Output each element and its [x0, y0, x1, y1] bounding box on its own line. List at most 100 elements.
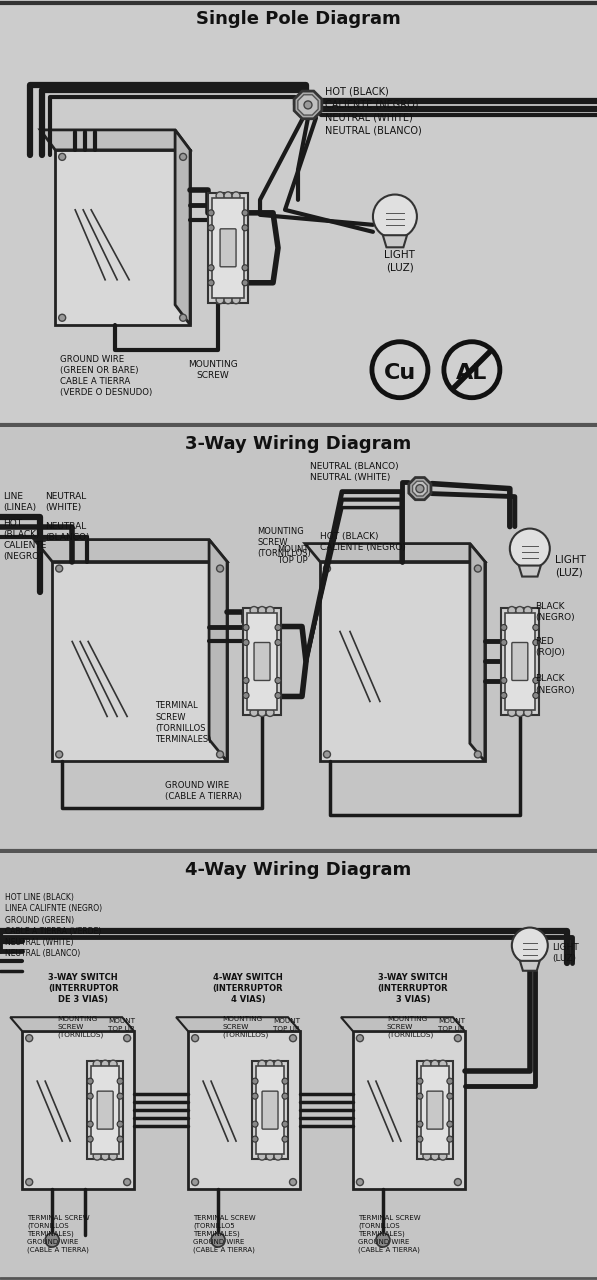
- Circle shape: [501, 640, 507, 645]
- Circle shape: [290, 1179, 297, 1185]
- Circle shape: [508, 708, 516, 717]
- Circle shape: [180, 315, 187, 321]
- Circle shape: [417, 1093, 423, 1100]
- Circle shape: [533, 692, 539, 699]
- Circle shape: [447, 1121, 453, 1128]
- Circle shape: [208, 210, 214, 216]
- Circle shape: [501, 677, 507, 684]
- Text: 4-Way Wiring Diagram: 4-Way Wiring Diagram: [186, 861, 411, 879]
- Circle shape: [501, 692, 507, 699]
- Circle shape: [373, 195, 417, 238]
- FancyBboxPatch shape: [97, 1091, 113, 1129]
- Circle shape: [290, 1034, 297, 1042]
- Circle shape: [524, 607, 532, 614]
- Circle shape: [243, 625, 249, 631]
- Circle shape: [275, 692, 281, 699]
- Polygon shape: [34, 540, 227, 562]
- Text: MOUNT
TOP UP: MOUNT TOP UP: [277, 544, 309, 564]
- Circle shape: [258, 708, 266, 717]
- Circle shape: [416, 485, 424, 493]
- Circle shape: [282, 1137, 288, 1142]
- Circle shape: [216, 192, 224, 200]
- Text: BLACK
(NEGRO): BLACK (NEGRO): [535, 675, 574, 695]
- FancyBboxPatch shape: [208, 193, 248, 303]
- Circle shape: [447, 1078, 453, 1084]
- Polygon shape: [383, 236, 407, 247]
- Text: HOT (BLACK)
CALIENTE (NEGRO): HOT (BLACK) CALIENTE (NEGRO): [325, 87, 418, 109]
- Text: BLACK
(NEGRO): BLACK (NEGRO): [535, 602, 574, 622]
- Circle shape: [217, 751, 223, 758]
- FancyBboxPatch shape: [247, 613, 277, 710]
- Text: HOT (BLACK)
CALIENTE (NEGRO): HOT (BLACK) CALIENTE (NEGRO): [320, 531, 406, 552]
- Circle shape: [447, 1137, 453, 1142]
- Text: LIGHT
(LUZ): LIGHT (LUZ): [552, 943, 578, 964]
- Circle shape: [447, 1093, 453, 1100]
- Text: GROUND WIRE
(GREEN OR BARE)
CABLE A TIERRA
(VERDE O DESNUDO): GROUND WIRE (GREEN OR BARE) CABLE A TIER…: [60, 355, 152, 397]
- Text: NEUTRAL (BLANCO)
NEUTRAL (WHITE): NEUTRAL (BLANCO) NEUTRAL (WHITE): [310, 462, 399, 481]
- Text: MOUNT
TOP UP: MOUNT TOP UP: [273, 1018, 300, 1032]
- Circle shape: [232, 192, 240, 200]
- Circle shape: [275, 625, 281, 631]
- Text: MOUNTING
SCREW
(TORNILLOS): MOUNTING SCREW (TORNILLOS): [387, 1016, 433, 1038]
- Polygon shape: [294, 91, 322, 119]
- Circle shape: [243, 640, 249, 645]
- Circle shape: [124, 1034, 131, 1042]
- Circle shape: [533, 625, 539, 631]
- Circle shape: [117, 1137, 123, 1142]
- FancyBboxPatch shape: [91, 1066, 119, 1155]
- Text: NEUTRAL
(WHITE): NEUTRAL (WHITE): [45, 492, 87, 512]
- Text: LINE
(LINEA): LINE (LINEA): [3, 492, 36, 512]
- Circle shape: [117, 1093, 123, 1100]
- Polygon shape: [40, 129, 190, 150]
- Text: TERMINAL
SCREW
(TORNILLOS
TERMINALES): TERMINAL SCREW (TORNILLOS TERMINALES): [155, 701, 211, 744]
- Polygon shape: [409, 477, 431, 499]
- Circle shape: [516, 708, 524, 717]
- Text: MOUNTING
SCREW: MOUNTING SCREW: [188, 360, 238, 380]
- Circle shape: [376, 1233, 390, 1247]
- Circle shape: [439, 1152, 447, 1160]
- Circle shape: [242, 210, 248, 216]
- FancyBboxPatch shape: [501, 608, 539, 716]
- Polygon shape: [305, 544, 485, 562]
- Text: NEUTRAL
(BLANCO): NEUTRAL (BLANCO): [45, 521, 90, 541]
- Circle shape: [211, 1233, 225, 1247]
- Circle shape: [516, 607, 524, 614]
- Text: MOUNTING
SCREW
(TORNILLOS): MOUNTING SCREW (TORNILLOS): [222, 1016, 268, 1038]
- Circle shape: [192, 1034, 199, 1042]
- Circle shape: [117, 1121, 123, 1128]
- Circle shape: [93, 1152, 101, 1160]
- Circle shape: [101, 1152, 109, 1160]
- Circle shape: [266, 1152, 274, 1160]
- Circle shape: [501, 625, 507, 631]
- Circle shape: [252, 1137, 258, 1142]
- Circle shape: [274, 1152, 282, 1160]
- Circle shape: [304, 101, 312, 109]
- Polygon shape: [175, 129, 190, 325]
- FancyBboxPatch shape: [262, 1091, 278, 1129]
- Circle shape: [324, 751, 331, 758]
- Circle shape: [533, 677, 539, 684]
- Text: Single Pole Diagram: Single Pole Diagram: [196, 10, 401, 28]
- Circle shape: [208, 265, 214, 271]
- Circle shape: [282, 1093, 288, 1100]
- Circle shape: [250, 708, 258, 717]
- Polygon shape: [413, 481, 427, 497]
- Text: Cu: Cu: [384, 362, 416, 383]
- Polygon shape: [341, 1018, 465, 1032]
- Circle shape: [324, 564, 331, 572]
- Circle shape: [242, 265, 248, 271]
- Circle shape: [431, 1060, 439, 1069]
- Circle shape: [454, 1034, 461, 1042]
- Bar: [188, 1032, 300, 1189]
- Circle shape: [232, 296, 240, 303]
- Text: HOT LINE (BLACK)
LINEA CALIFNTE (NEGRO)
GROUND (GREEN)
CABLE A TIERRA (VERDE)
NE: HOT LINE (BLACK) LINEA CALIFNTE (NEGRO) …: [5, 893, 102, 957]
- Text: MOUNT
TOP UP: MOUNT TOP UP: [438, 1018, 465, 1032]
- Circle shape: [266, 708, 274, 717]
- FancyBboxPatch shape: [252, 1061, 288, 1160]
- Circle shape: [243, 677, 249, 684]
- Circle shape: [250, 607, 258, 614]
- Text: TERMINAL SCREW
(TORNILLOS
TERMINALES)
GROUND WIRE
(CABLE A TIERRA): TERMINAL SCREW (TORNILLOS TERMINALES) GR…: [358, 1215, 420, 1253]
- Text: 4-WAY SWITCH
(INTERRUPTOR
4 VIAS): 4-WAY SWITCH (INTERRUPTOR 4 VIAS): [213, 973, 284, 1005]
- Circle shape: [87, 1093, 93, 1100]
- Text: LIGHT
(LUZ): LIGHT (LUZ): [555, 556, 586, 577]
